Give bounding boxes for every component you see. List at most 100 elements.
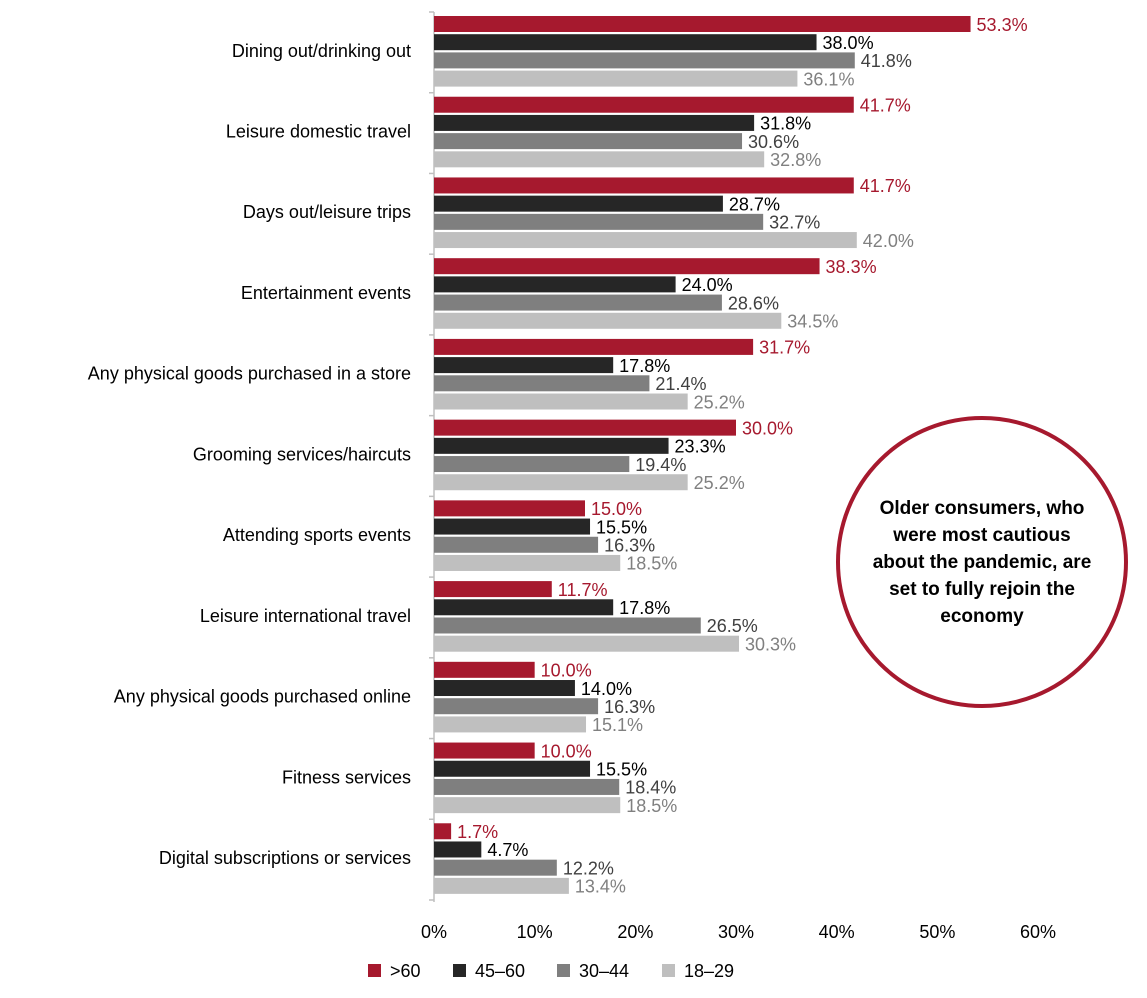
category-label: Attending sports events: [223, 525, 411, 545]
bar: [434, 34, 817, 51]
legend-swatch: [662, 964, 675, 977]
value-label: 18.5%: [626, 796, 677, 816]
value-label: 16.3%: [604, 697, 655, 717]
value-label: 30.3%: [745, 634, 796, 654]
value-label: 17.8%: [619, 356, 670, 376]
x-tick-label: 30%: [718, 922, 754, 942]
bar: [434, 698, 599, 715]
value-label: 32.8%: [770, 150, 821, 170]
bar: [434, 16, 971, 32]
value-label: 32.7%: [769, 213, 820, 233]
bar: [434, 52, 855, 69]
bar: [434, 599, 614, 616]
value-label: 4.7%: [487, 840, 528, 860]
value-label: 15.0%: [591, 499, 642, 519]
value-label: 11.7%: [558, 580, 608, 600]
bar: [434, 312, 782, 329]
bar: [434, 114, 755, 131]
bar: [434, 474, 688, 491]
value-label: 30.6%: [748, 132, 799, 152]
bar: [434, 437, 669, 454]
value-label: 13.4%: [575, 877, 626, 897]
bar: [434, 518, 591, 535]
bar: [434, 877, 569, 894]
value-label: 53.3%: [977, 15, 1028, 35]
value-label: 34.5%: [787, 312, 838, 332]
bar: [434, 536, 599, 553]
annotation-circle: Older consumers, who were most cautious …: [836, 416, 1128, 708]
category-label: Digital subscriptions or services: [159, 848, 411, 868]
value-label: 38.0%: [823, 33, 874, 53]
bar: [434, 760, 591, 777]
value-label: 38.3%: [826, 257, 877, 277]
category-label: Any physical goods purchased online: [114, 687, 411, 707]
bar: [434, 393, 688, 410]
value-label: 15.1%: [592, 715, 643, 735]
value-label: 30.0%: [742, 418, 793, 438]
value-label: 24.0%: [682, 275, 733, 295]
value-label: 26.5%: [707, 616, 758, 636]
bar: [434, 338, 754, 355]
x-tick-label: 60%: [1020, 922, 1056, 942]
value-label: 31.8%: [760, 114, 811, 134]
value-label: 31.7%: [759, 338, 810, 358]
bar: [434, 213, 764, 230]
value-label: 17.8%: [619, 598, 670, 618]
bar: [434, 276, 676, 293]
legend-label: >60: [390, 961, 421, 981]
value-label: 15.5%: [596, 759, 647, 779]
value-label: 15.5%: [596, 517, 647, 537]
legend-label: 18–29: [684, 961, 734, 981]
value-label: 14.0%: [581, 679, 632, 699]
value-label: 1.7%: [457, 822, 498, 842]
bar: [434, 797, 621, 814]
bar: [434, 456, 630, 473]
value-label: 41.7%: [860, 95, 911, 115]
value-label: 23.3%: [675, 437, 726, 457]
bar: [434, 357, 614, 374]
bar: [434, 841, 482, 858]
value-label: 21.4%: [655, 374, 706, 394]
bar: [434, 294, 722, 311]
bar: [434, 617, 701, 634]
category-label: Any physical goods purchased in a store: [88, 364, 411, 384]
x-tick-label: 50%: [919, 922, 955, 942]
value-label: 28.7%: [729, 194, 780, 214]
value-label: 41.7%: [860, 176, 911, 196]
bar: [434, 375, 650, 392]
category-label: Leisure domestic travel: [226, 121, 411, 141]
legend-swatch: [557, 964, 570, 977]
bar: [434, 419, 736, 436]
value-label: 12.2%: [563, 858, 614, 878]
value-label: 25.2%: [694, 473, 745, 493]
bar: [434, 258, 820, 275]
bar: [434, 680, 575, 697]
value-label: 25.2%: [694, 392, 745, 412]
bar: [434, 661, 535, 678]
category-label: Fitness services: [282, 767, 411, 787]
x-tick-label: 10%: [517, 922, 553, 942]
category-label: Entertainment events: [241, 283, 411, 303]
category-label: Days out/leisure trips: [243, 202, 411, 222]
bar: [434, 195, 723, 212]
value-label: 19.4%: [635, 455, 686, 475]
x-tick-label: 40%: [819, 922, 855, 942]
x-tick-label: 20%: [617, 922, 653, 942]
legend-swatch: [368, 964, 381, 977]
bar: [434, 232, 857, 249]
x-tick-label: 0%: [421, 922, 447, 942]
value-label: 42.0%: [863, 231, 914, 251]
legend-swatch: [453, 964, 466, 977]
bar: [434, 500, 585, 517]
value-label: 28.6%: [728, 293, 779, 313]
value-label: 36.1%: [803, 69, 854, 89]
value-label: 18.5%: [626, 554, 677, 574]
bar: [434, 133, 743, 150]
legend-label: 30–44: [579, 961, 629, 981]
bar: [434, 554, 621, 571]
legend-label: 45–60: [475, 961, 525, 981]
bar: [434, 635, 740, 652]
value-label: 18.4%: [625, 778, 676, 798]
bar: [434, 859, 557, 876]
